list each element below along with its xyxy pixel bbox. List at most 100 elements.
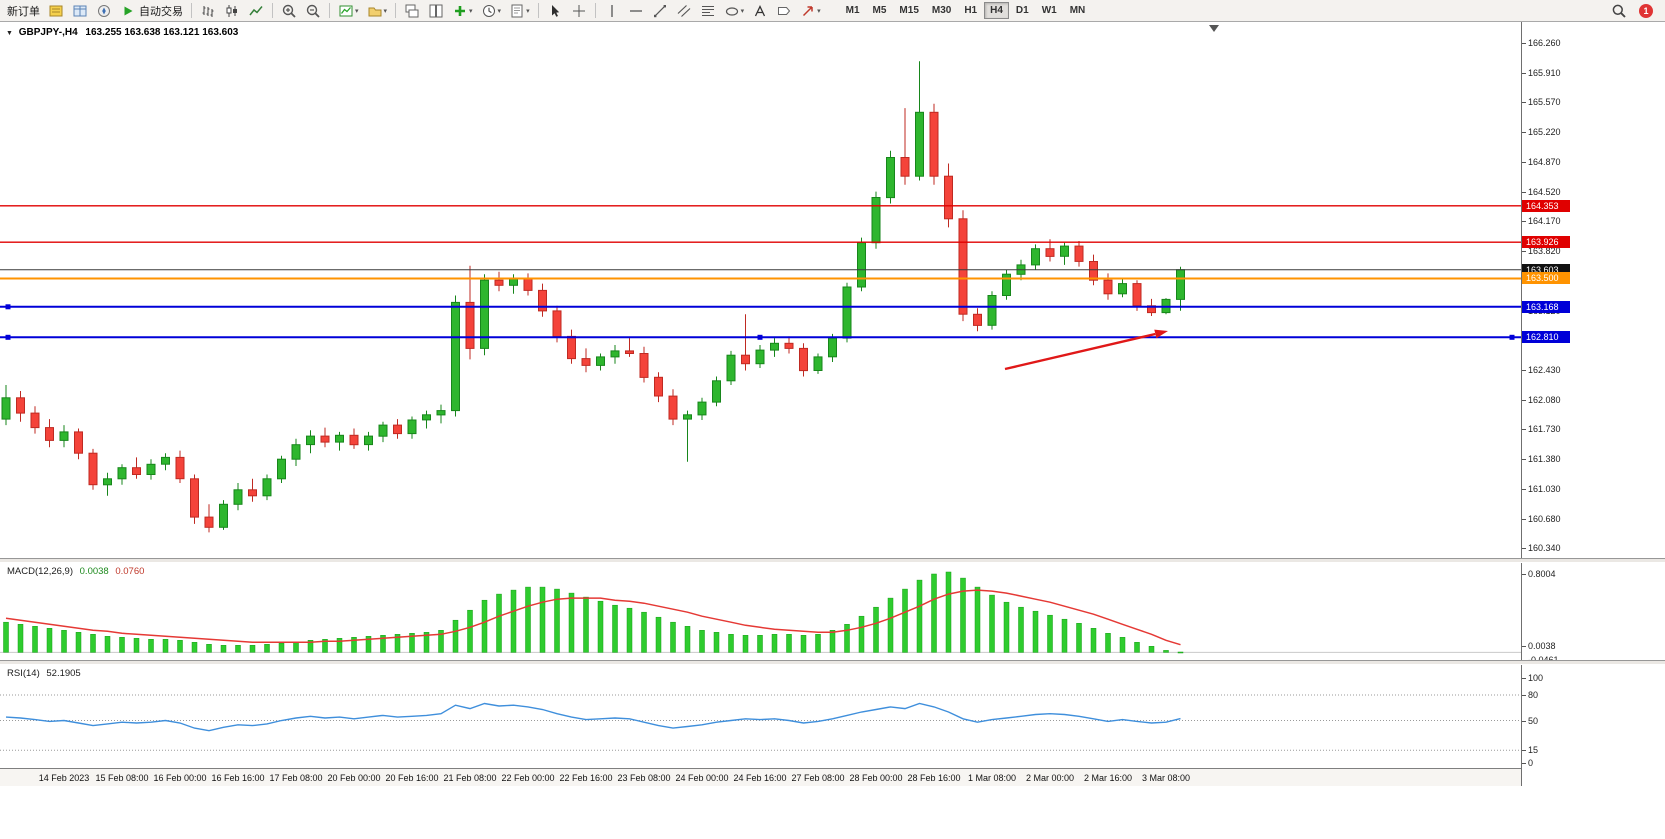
fibo-icon (701, 5, 714, 16)
cascade-windows-button[interactable] (401, 1, 423, 20)
rsi-scale-label: 0 (1521, 758, 1534, 768)
text-button[interactable] (749, 1, 771, 20)
price-tick-label: 164.170 (1522, 216, 1561, 227)
profiles-icon (368, 7, 382, 16)
arrows-button[interactable]: ▾ (797, 1, 824, 20)
new-chart-button[interactable]: ▾ (335, 1, 362, 20)
zoom-in-button[interactable] (278, 1, 300, 20)
bars-icon (202, 5, 214, 17)
play-icon (124, 6, 133, 15)
chevron-down-icon: ▾ (469, 7, 473, 15)
data-window-button[interactable] (69, 1, 91, 20)
templates-button[interactable]: ▾ (506, 1, 533, 20)
channel-icon (677, 4, 690, 17)
price-label-163.500: 163.500 (1522, 272, 1570, 284)
navigator-button[interactable] (93, 1, 115, 20)
chevron-down-icon: ▾ (497, 7, 502, 15)
horizontal-line-163.168[interactable] (0, 304, 1521, 310)
time-label: 24 Feb 16:00 (733, 773, 787, 783)
cascade-icon (405, 4, 419, 17)
indicators-button[interactable]: ▾ (449, 1, 476, 20)
channel-button[interactable] (673, 1, 695, 20)
linechart-icon (249, 5, 263, 15)
template-icon (511, 4, 523, 17)
timeframe-m1[interactable]: M1 (845, 5, 860, 16)
timeframe-m15[interactable]: M15 (899, 5, 919, 16)
toolbar-separator (329, 3, 330, 18)
trendline-button[interactable] (649, 1, 671, 20)
main-toolbar: 新订单 自动交易 ▾ ▾ ▾ ▾ ▾ ▾ ▾ M1 M5 M15 M30 H1 H4 D1 W1 MN 1 (0, 0, 1665, 22)
chevron-down-icon: ▾ (817, 7, 821, 15)
one-click-trading-arrow[interactable]: ▼ (6, 30, 13, 37)
shapes-icon (725, 6, 738, 16)
macd-current-value: 0.0038 (1522, 640, 1556, 651)
profiles-button[interactable]: ▾ (364, 1, 391, 20)
arrow-annotation[interactable] (1004, 329, 1168, 371)
rsi-value: 52.1905 (46, 668, 81, 679)
horizontal-line-162.810[interactable] (0, 334, 1521, 340)
notifications-badge[interactable]: 1 (1639, 3, 1653, 18)
time-label: 2 Mar 00:00 (1025, 773, 1075, 783)
new-order-button[interactable]: 新订单 (4, 1, 43, 20)
time-label: 28 Feb 16:00 (907, 773, 961, 783)
macd-value: 0.0038 (79, 566, 109, 577)
price-chart-pane[interactable] (0, 22, 1521, 558)
pane-separator[interactable] (0, 660, 1665, 665)
timeframe-h1[interactable]: H1 (964, 5, 978, 16)
bar-chart-button[interactable] (197, 1, 219, 20)
timeframe-h4[interactable]: H4 (984, 2, 1009, 19)
price-label-163.168: 163.168 (1522, 301, 1570, 313)
horizontal-line-button[interactable] (625, 1, 647, 20)
cursor-button[interactable] (544, 1, 566, 20)
macd-histogram (3, 571, 1184, 654)
candlestick-chart-button[interactable] (221, 1, 243, 20)
pane-separator[interactable] (0, 558, 1665, 563)
timeframe-mn[interactable]: MN (1069, 5, 1086, 16)
trend-icon (653, 4, 666, 17)
macd-pane[interactable] (0, 563, 1521, 660)
label-icon (778, 6, 791, 15)
price-tick-label: 160.680 (1522, 513, 1561, 524)
timeframe-d1[interactable]: D1 (1015, 5, 1029, 16)
line-chart-button[interactable] (245, 1, 267, 20)
price-tick-label: 162.080 (1522, 394, 1561, 405)
label-button[interactable] (773, 1, 795, 20)
rsi-scale-label: 15 (1521, 745, 1539, 756)
toolbar-separator (272, 3, 273, 18)
time-label: 15 Feb 08:00 (95, 773, 149, 783)
hline-icon (629, 9, 642, 12)
market-watch-button[interactable] (45, 1, 67, 20)
macd-signal-value: 0.0760 (115, 566, 145, 577)
time-label: 28 Feb 00:00 (849, 773, 903, 783)
timeframe-toolbar: M1 M5 M15 M30 H1 H4 D1 W1 MN (840, 2, 1092, 19)
timeframe-m30[interactable]: M30 (931, 5, 952, 16)
autotrading-button[interactable]: 自动交易 (117, 1, 186, 20)
rsi-pane[interactable] (0, 665, 1521, 768)
crosshair-icon (572, 4, 585, 17)
crosshair-button[interactable] (568, 1, 590, 20)
zoom-out-button[interactable] (302, 1, 324, 20)
time-label: 16 Feb 00:00 (153, 773, 207, 783)
periods-button[interactable]: ▾ (478, 1, 505, 20)
shift-marker[interactable] (1209, 25, 1219, 32)
search-button[interactable] (1608, 1, 1630, 20)
shapes-button[interactable]: ▾ (721, 1, 748, 20)
price-tick-label: 160.340 (1522, 542, 1561, 553)
time-axis[interactable]: 14 Feb 2023 15 Feb 08:00 16 Feb 00:00 16 Fe… (0, 768, 1521, 786)
rsi-scale-label: 50 (1521, 715, 1539, 726)
navigator-icon (98, 4, 110, 17)
tile-windows-button[interactable] (425, 1, 447, 20)
fibonacci-button[interactable] (697, 1, 719, 20)
price-scale[interactable]: 166.260 165.910 165.570 165.220 164.870 164.5… (1521, 22, 1665, 786)
zoomout-icon (306, 4, 320, 18)
macd-signal-line (5, 589, 1181, 646)
price-tick-label: 164.870 (1522, 156, 1561, 167)
timeframe-w1[interactable]: W1 (1041, 5, 1057, 16)
timeframe-m5[interactable]: M5 (872, 5, 887, 16)
time-label: 22 Feb 00:00 (501, 773, 555, 783)
price-tick-label: 165.910 (1522, 68, 1561, 79)
vertical-line-button[interactable] (601, 1, 623, 20)
price-tick-label: 162.430 (1522, 364, 1561, 375)
cursor-icon (551, 4, 559, 17)
time-label: 1 Mar 08:00 (967, 773, 1017, 783)
